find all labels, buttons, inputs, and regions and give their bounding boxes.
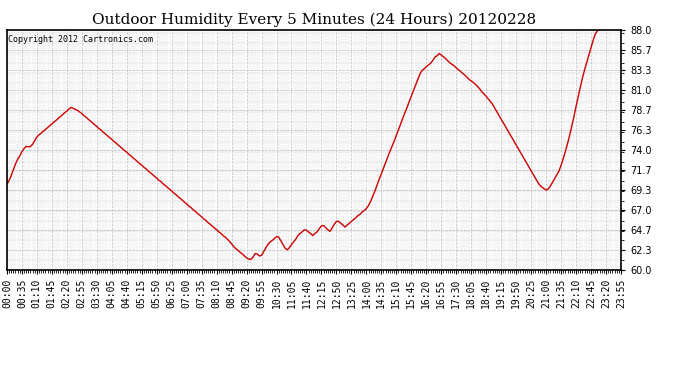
Title: Outdoor Humidity Every 5 Minutes (24 Hours) 20120228: Outdoor Humidity Every 5 Minutes (24 Hou… (92, 13, 536, 27)
Text: Copyright 2012 Cartronics.com: Copyright 2012 Cartronics.com (8, 35, 153, 44)
